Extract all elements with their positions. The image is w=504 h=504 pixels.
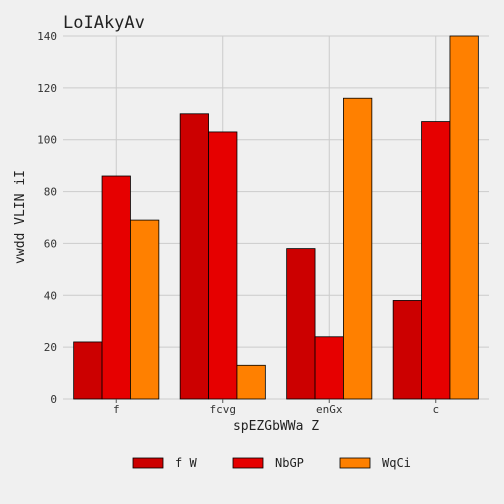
plot-area: 0 20 40 60 80 100 120 140 f fcvg enGx c (37, 30, 489, 416)
bar (286, 248, 316, 400)
legend-label: NbGP (275, 456, 304, 470)
y-tick-label: 140 (37, 30, 57, 43)
y-tick-label: 20 (44, 341, 57, 354)
bar (421, 121, 451, 400)
legend-label: f W (175, 456, 197, 470)
x-tick-label: f (113, 403, 120, 416)
legend: f W NbGP WqCi (132, 456, 411, 470)
y-tick-label: 60 (44, 237, 57, 250)
bar (208, 131, 238, 400)
legend-swatch (232, 457, 264, 469)
y-tick-label: 0 (50, 393, 57, 406)
bar (179, 113, 209, 400)
legend-swatch (339, 457, 371, 469)
chart-title: LoIAkyAv (63, 13, 145, 33)
y-tick-label: 120 (37, 82, 57, 95)
y-axis-label: vwdd VLIN iI (13, 170, 28, 264)
bar (236, 364, 266, 400)
bar (73, 341, 103, 400)
x-tick-label: fcvg (210, 403, 237, 416)
bar (343, 97, 373, 400)
y-tick-label: 100 (37, 134, 57, 147)
bar (392, 300, 422, 400)
legend-label: WqCi (382, 456, 411, 470)
x-tick-label: c (432, 403, 439, 416)
bar (101, 175, 131, 400)
y-tick-label: 40 (44, 289, 57, 302)
x-tick-label: enGx (316, 403, 343, 416)
x-axis-label: spEZGbWWa Z (233, 419, 319, 434)
legend-swatch (132, 457, 164, 469)
bar (130, 219, 160, 400)
bar (314, 336, 344, 400)
y-tick-label: 80 (44, 186, 57, 199)
bar (449, 35, 479, 400)
